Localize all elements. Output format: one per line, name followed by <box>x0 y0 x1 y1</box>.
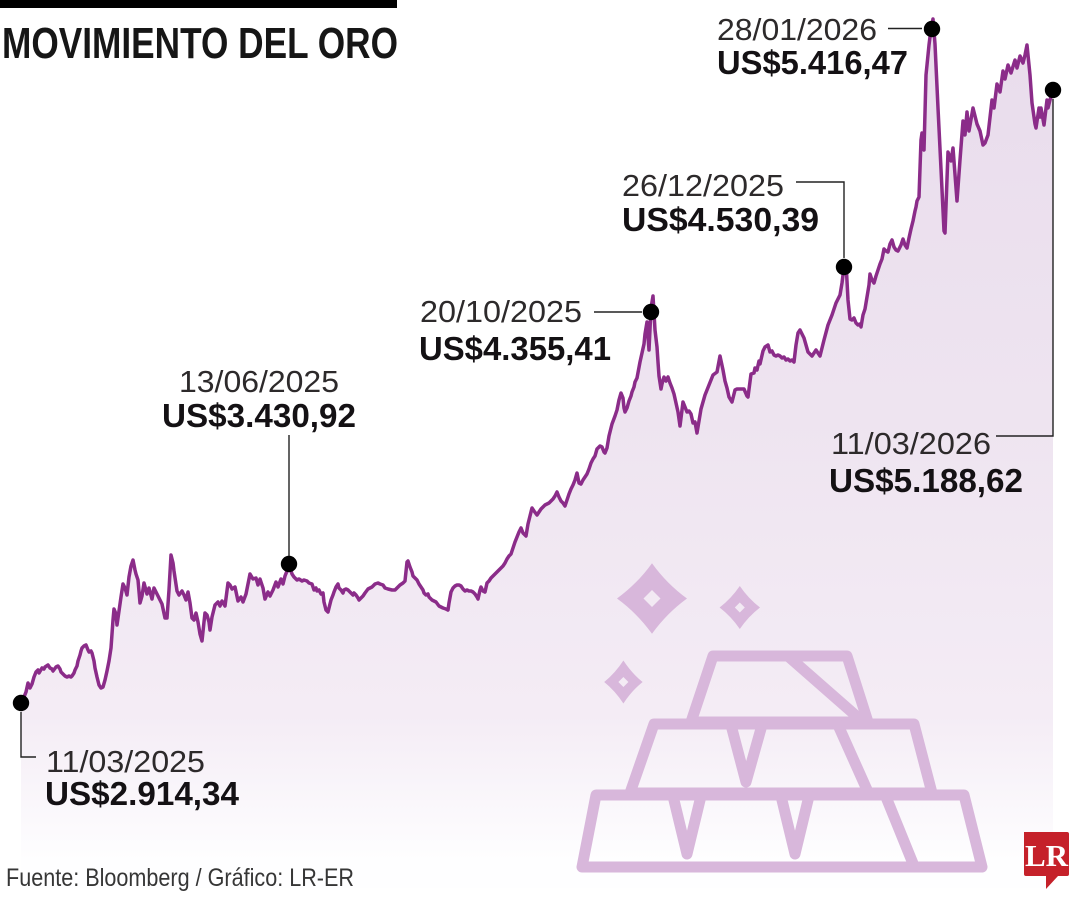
svg-text:MOVIMIENTO DEL ORO: MOVIMIENTO DEL ORO <box>2 20 398 68</box>
svg-text:US$5.188,62: US$5.188,62 <box>829 462 1023 499</box>
svg-text:US$4.530,39: US$4.530,39 <box>622 201 819 238</box>
svg-text:26/12/2025: 26/12/2025 <box>622 169 784 203</box>
svg-text:11/03/2026: 11/03/2026 <box>831 427 991 461</box>
svg-text:11/03/2025: 11/03/2025 <box>46 745 205 779</box>
svg-text:US$2.914,34: US$2.914,34 <box>45 775 240 812</box>
svg-text:US$5.416,47: US$5.416,47 <box>717 44 908 81</box>
svg-text:28/01/2026: 28/01/2026 <box>717 13 877 47</box>
svg-text:13/06/2025: 13/06/2025 <box>179 365 339 399</box>
svg-text:US$3.430,92: US$3.430,92 <box>162 397 356 434</box>
svg-text:Fuente: Bloomberg / Gráfico: L: Fuente: Bloomberg / Gráfico: LR-ER <box>6 864 354 892</box>
svg-text:US$4.355,41: US$4.355,41 <box>419 330 611 367</box>
svg-text:20/10/2025: 20/10/2025 <box>420 295 582 329</box>
svg-text:LR: LR <box>1025 838 1069 873</box>
